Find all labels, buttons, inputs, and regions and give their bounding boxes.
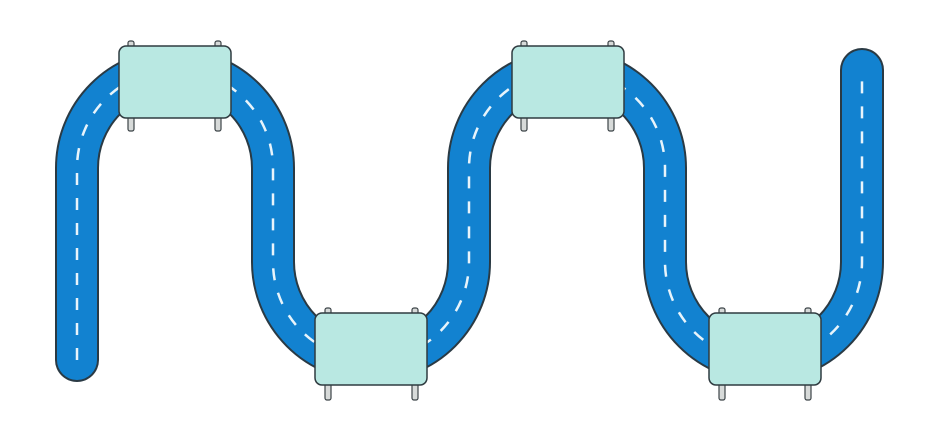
sign-panel bbox=[708, 312, 822, 386]
sign-panel bbox=[314, 312, 428, 386]
signboard-2 bbox=[314, 307, 428, 401]
signboard-4 bbox=[708, 307, 822, 401]
signboard-1 bbox=[118, 40, 232, 132]
signboard-3 bbox=[511, 40, 625, 132]
sign-panel bbox=[118, 45, 232, 119]
sign-panel bbox=[511, 45, 625, 119]
